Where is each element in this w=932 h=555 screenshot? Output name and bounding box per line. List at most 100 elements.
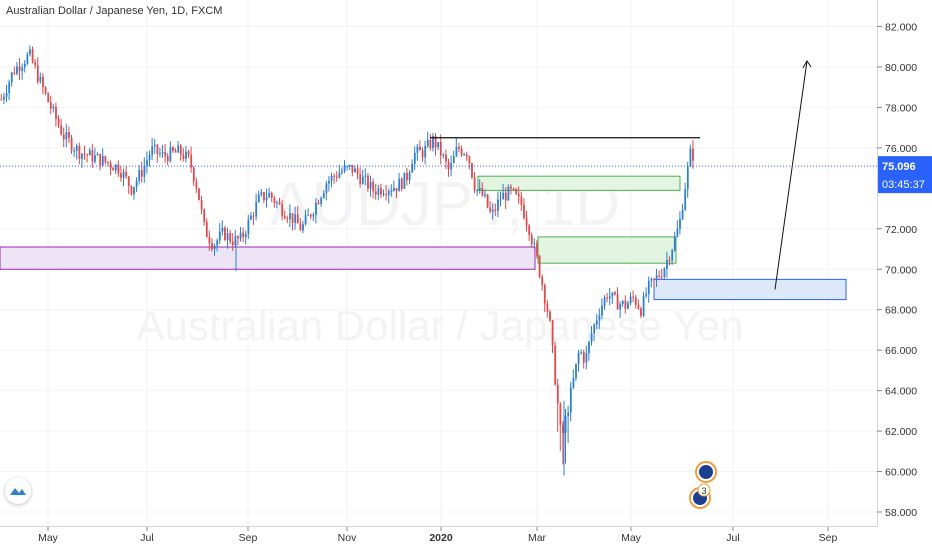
candle-body [185, 151, 187, 159]
candle-body [658, 275, 661, 277]
candle-body [494, 209, 497, 211]
candle-body [637, 304, 640, 309]
candle-body [338, 172, 341, 178]
candle-body [601, 305, 603, 316]
candle-body [172, 147, 174, 152]
candle-body [611, 292, 614, 297]
candle-body [588, 341, 590, 353]
candle-body [491, 209, 494, 212]
candle-body [16, 66, 18, 74]
candle-body [328, 180, 330, 184]
candle-body [252, 215, 255, 217]
time-tick-label: May [621, 532, 642, 544]
candle-body [226, 233, 229, 240]
candle-body [447, 161, 450, 170]
candle-body [70, 137, 73, 151]
candle-body [590, 333, 593, 342]
candle-body [65, 132, 68, 140]
candle-body [273, 197, 276, 204]
candle-body [247, 219, 250, 235]
candle-body [686, 166, 689, 190]
drawings[interactable] [0, 59, 877, 290]
candle-body [29, 49, 31, 55]
projection-arrow[interactable] [774, 60, 808, 290]
candle-body [582, 352, 585, 363]
candle-body [86, 154, 89, 156]
candle-body [322, 193, 325, 198]
candle-body [640, 308, 642, 316]
candle-body [434, 136, 437, 148]
candle-body [205, 221, 208, 238]
candle-body [660, 276, 663, 278]
candle-body [257, 194, 260, 202]
candle-body [335, 176, 338, 178]
last-price-label: 75.096 [882, 161, 916, 173]
candle-body [151, 146, 154, 156]
candle-body [546, 303, 549, 312]
price-tick-label: 70.000 [885, 264, 917, 276]
price-tick-label: 60.000 [885, 467, 917, 479]
candle-body [179, 145, 182, 155]
zone-support[interactable] [0, 246, 536, 270]
candle-body [351, 165, 354, 173]
candle-body [525, 218, 528, 226]
candle-body [377, 188, 380, 195]
candle-body [138, 169, 141, 181]
candle-body [13, 72, 16, 74]
candle-body [244, 234, 247, 238]
candle-body [231, 241, 234, 246]
candle-body [681, 209, 684, 219]
candle-body [229, 233, 232, 242]
price-tick-label: 72.000 [885, 224, 917, 236]
candle-body [299, 223, 302, 231]
candle-body [416, 146, 419, 153]
candle-body [530, 235, 533, 244]
candle-body [276, 202, 278, 204]
candle-body [621, 300, 624, 304]
candle-body [439, 141, 442, 156]
zone-demand-lower[interactable] [537, 236, 677, 264]
candle-body [426, 139, 429, 147]
price-tick-label: 58.000 [885, 507, 917, 519]
candle-body [575, 363, 577, 379]
candle-body [614, 292, 616, 295]
candle-body [559, 403, 562, 426]
candle-body [177, 145, 180, 153]
candle-body [153, 144, 156, 147]
candle-body [624, 300, 627, 309]
candle-body [309, 214, 312, 217]
candle-body [203, 209, 206, 222]
price-tick-label: 80.000 [885, 62, 917, 74]
candle-body [192, 167, 195, 182]
candle-body [650, 278, 653, 281]
zones[interactable] [0, 175, 847, 301]
price-axis[interactable]: 82.000 80.000 78.000 76.000 72.000 70.000 68.0… [877, 0, 932, 527]
candle-body [515, 189, 518, 194]
candle-body [291, 213, 294, 223]
candle-body [26, 54, 29, 64]
candles [0, 45, 694, 476]
candle-body [528, 225, 531, 236]
candle-body [263, 192, 265, 201]
time-axis[interactable]: May Jul Sep Nov 2020 Mar May Jul Sep [0, 526, 877, 545]
candle-body [569, 387, 572, 413]
candle-body [91, 150, 94, 162]
candle-body [39, 76, 42, 82]
zone-demand-upper[interactable] [477, 175, 681, 191]
candle-body [281, 204, 284, 217]
candle-body [458, 146, 460, 149]
price-tick-label: 68.000 [885, 305, 917, 317]
candle-body [120, 173, 122, 178]
candle-body [689, 148, 692, 167]
zone-target-box[interactable] [653, 278, 847, 301]
tradingview-logo-icon [10, 488, 26, 495]
events[interactable]: 3 [689, 461, 717, 509]
candle-body [551, 320, 554, 346]
candle-body [655, 275, 658, 279]
candle-body [398, 178, 401, 192]
candle-body [187, 151, 190, 155]
candle-body [634, 297, 637, 305]
tradingview-logo-button[interactable] [5, 478, 31, 504]
